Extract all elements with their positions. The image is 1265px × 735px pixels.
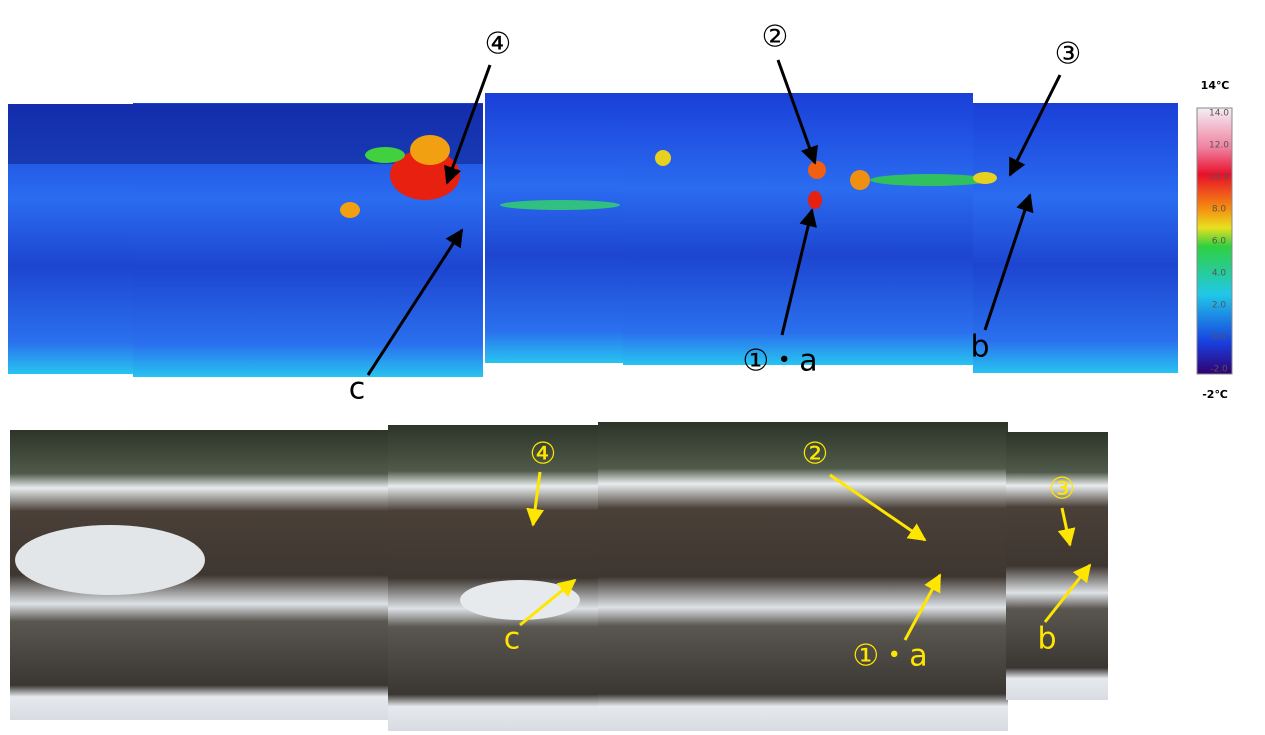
colorbar-tick: 0.0 xyxy=(1212,333,1227,343)
colorbar-tick: 12.0 xyxy=(1209,141,1229,151)
colorbar-tick: 4.0 xyxy=(1212,269,1227,279)
colorbar-tick: 14.0 xyxy=(1209,109,1229,119)
colorbar-tick: 6.0 xyxy=(1212,237,1227,247)
label: c xyxy=(504,622,521,657)
colorbar: 14℃ -2℃ 14.0 12.0 10.0 8.0 6.0 4.0 2.0 0.0 -2.0 xyxy=(1197,79,1232,401)
colorbar-tick: 2.0 xyxy=(1212,301,1227,311)
label: ③ xyxy=(1049,472,1076,507)
thermal-panorama xyxy=(8,93,1178,377)
colorbar-min: -2℃ xyxy=(1202,388,1228,401)
label: ①・a xyxy=(852,639,927,674)
label: ④ xyxy=(485,27,512,62)
label: c xyxy=(349,372,366,407)
colorbar-tick: -2.0 xyxy=(1210,365,1228,375)
colorbar-tick: 10.0 xyxy=(1209,173,1229,183)
colorbar-max: 14℃ xyxy=(1201,79,1230,92)
figure: 14℃ -2℃ 14.012.010.08.06.04.02.00.0-2.0 … xyxy=(0,0,1265,731)
photo-panorama xyxy=(10,422,1108,731)
label: ①・a xyxy=(742,344,817,379)
label: b xyxy=(970,330,989,365)
label: b xyxy=(1037,622,1056,657)
label: ③ xyxy=(1055,37,1082,72)
label: ② xyxy=(802,437,829,472)
label: ④ xyxy=(530,437,557,472)
label: ② xyxy=(762,20,789,55)
colorbar-tick: 8.0 xyxy=(1212,205,1227,215)
